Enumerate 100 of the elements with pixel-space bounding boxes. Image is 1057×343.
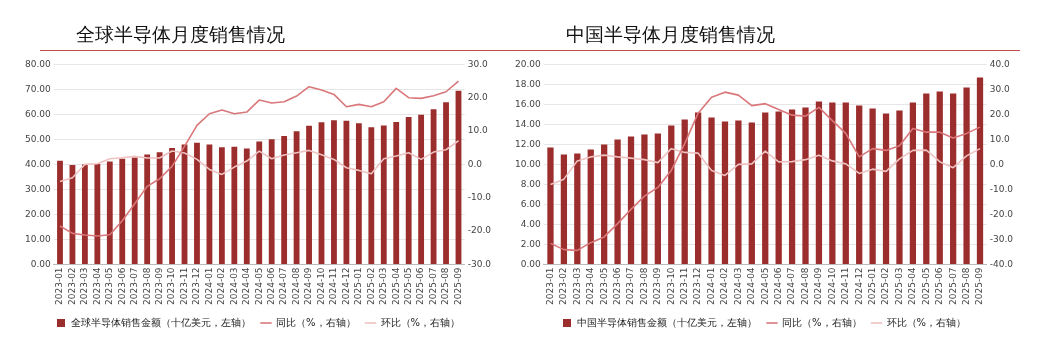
x-tick-label: 2024-01 (203, 267, 214, 306)
x-tick-label: 2024-12 (853, 267, 864, 306)
legend-label: 中国半导体销售金额（十亿美元，左轴） (577, 316, 757, 328)
y2-tick-label: 40.0 (989, 58, 1011, 69)
y2-tick-label: -10.0 (989, 183, 1014, 194)
bar (976, 77, 984, 264)
x-tick-label: 2025-01 (866, 267, 877, 306)
x-tick-label: 2024-12 (340, 267, 351, 306)
x-tick-label: 2023-05 (104, 267, 115, 306)
x-tick-label: 2025-03 (378, 267, 389, 306)
bar (547, 147, 554, 264)
x-tick-label: 2023-11 (178, 267, 189, 306)
x-tick-label: 2023-08 (638, 267, 649, 306)
chart-title: 中国半导体月度销售情况 (566, 22, 775, 47)
y2-tick-label: -30.0 (467, 258, 492, 269)
y-tick-label: 30.00 (25, 183, 52, 194)
bar (380, 125, 387, 264)
y2-tick-label: -20.0 (467, 225, 492, 236)
y2-tick-label: 20.0 (989, 108, 1011, 119)
x-tick-label: 2024-06 (773, 267, 784, 306)
y2-tick-label: 30.0 (467, 58, 489, 69)
x-tick-label: 2024-08 (799, 267, 810, 306)
x-tick-label: 2024-02 (216, 267, 227, 306)
bar (368, 127, 375, 264)
bar (405, 116, 412, 264)
bar (762, 112, 769, 264)
bar (601, 144, 608, 264)
x-tick-label: 2023-12 (692, 267, 703, 306)
x-tick-label: 2023-01 (54, 267, 65, 306)
y2-tick-label: -40.0 (989, 258, 1014, 269)
x-tick-label: 2025-01 (353, 267, 364, 306)
x-tick-label: 2025-06 (415, 267, 426, 306)
bar (343, 120, 350, 264)
x-tick-label: 2025-03 (893, 267, 904, 306)
x-tick-label: 2025-02 (880, 267, 891, 306)
bar (963, 87, 970, 264)
bar (842, 102, 849, 264)
bar (614, 139, 621, 264)
y-tick-label: 12.00 (515, 138, 542, 149)
y-tick-label: 16.00 (515, 98, 542, 109)
bar (802, 107, 809, 264)
x-tick-label: 2024-03 (228, 267, 239, 306)
x-tick-label: 2024-02 (719, 267, 730, 306)
bar (681, 119, 688, 264)
bar (243, 148, 250, 264)
legend-label: 同比（%，右轴） (782, 316, 862, 328)
bar (950, 93, 957, 264)
bar (106, 161, 113, 264)
bar (218, 147, 225, 264)
bar (775, 111, 782, 264)
x-tick-label: 2024-03 (732, 267, 743, 306)
bar (788, 109, 796, 264)
x-tick-label: 2024-11 (328, 267, 339, 306)
bar (144, 154, 151, 264)
x-tick-label: 2024-08 (290, 267, 301, 306)
bar (256, 141, 263, 264)
x-tick-label: 2023-04 (585, 267, 596, 306)
x-tick-label: 2023-02 (558, 267, 569, 306)
bar (721, 121, 729, 264)
x-tick-label: 2023-05 (598, 267, 609, 306)
y-tick-label: 2.00 (520, 238, 542, 249)
x-tick-label: 2025-09 (974, 267, 985, 306)
x-tick-label: 2025-08 (440, 267, 451, 306)
bar (587, 149, 594, 264)
x-tick-label: 2024-06 (266, 267, 277, 306)
y-tick-label: 50.00 (25, 133, 52, 144)
x-tick-label: 2025-02 (365, 267, 376, 306)
bar (627, 136, 635, 264)
bar (560, 154, 568, 264)
bar (443, 102, 449, 264)
chart-title: 全球半导体月度销售情况 (76, 22, 285, 47)
x-tick-label: 2023-12 (191, 267, 202, 306)
x-tick-label: 2025-05 (920, 267, 931, 306)
y-tick-label: 4.00 (520, 218, 542, 229)
bar (815, 101, 823, 264)
bar (94, 163, 101, 264)
y2-tick-label: 0.0 (467, 158, 483, 169)
bar (694, 112, 702, 264)
x-tick-label: 2023-10 (166, 267, 177, 306)
y-tick-label: 10.00 (515, 158, 542, 169)
x-tick-label: 2023-06 (611, 267, 622, 306)
y-tick-label: 18.00 (515, 78, 542, 89)
x-tick-label: 2023-07 (625, 267, 636, 306)
bar (869, 108, 876, 264)
bar (281, 135, 288, 264)
x-tick-label: 2023-02 (66, 267, 77, 306)
bar (896, 110, 903, 264)
bar (748, 122, 755, 264)
x-tick-label: 2023-09 (153, 267, 164, 306)
bar (708, 117, 715, 264)
x-tick-label: 2024-04 (241, 267, 252, 306)
legend-label: 环比（%，右轴） (380, 316, 461, 328)
bar (306, 125, 312, 264)
bar (654, 133, 661, 264)
y-tick-label: 8.00 (520, 178, 542, 189)
y2-tick-label: 10.0 (989, 133, 1011, 144)
x-tick-label: 2023-03 (79, 267, 90, 306)
x-tick-label: 2024-09 (303, 267, 314, 306)
x-tick-label: 2025-09 (452, 267, 463, 306)
y-tick-label: 10.00 (25, 233, 52, 244)
